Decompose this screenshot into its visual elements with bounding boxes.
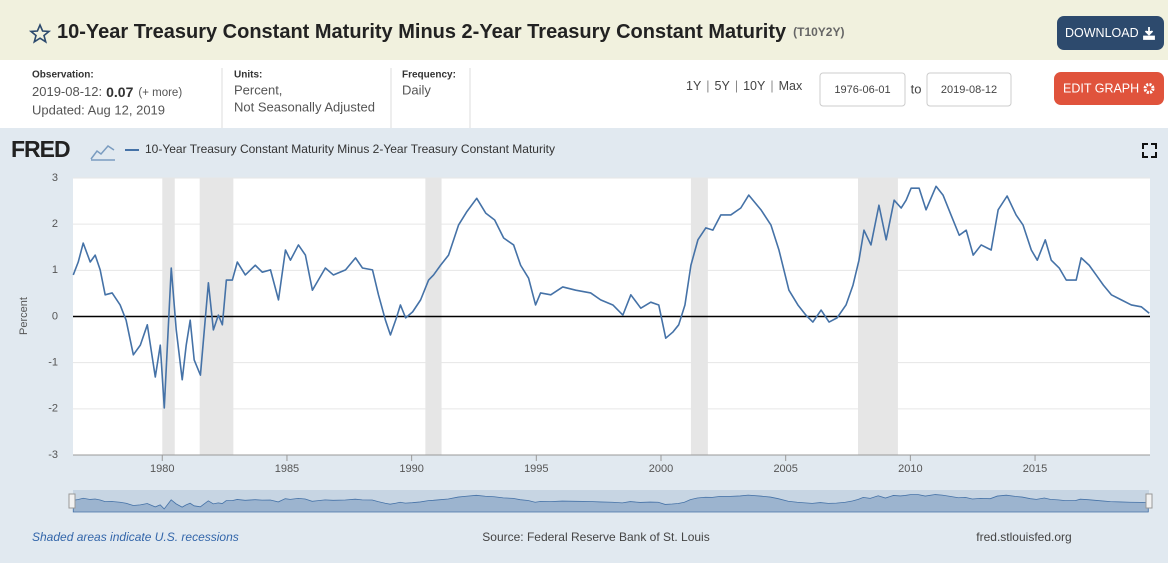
range-separator: | bbox=[706, 79, 709, 93]
observation-date: 2019-08-12: bbox=[32, 84, 102, 99]
navigator-handle[interactable] bbox=[1145, 493, 1153, 509]
more-link[interactable]: (+ more) bbox=[138, 87, 182, 99]
source: Source: Federal Reserve Bank of St. Loui… bbox=[482, 530, 709, 544]
edit-graph-label[interactable]: EDIT GRAPH bbox=[1063, 81, 1139, 95]
page-title: 10-Year Treasury Constant Maturity Minus… bbox=[57, 21, 844, 43]
edit-graph-button[interactable]: EDIT GRAPH bbox=[1054, 72, 1164, 105]
units-value: Not Seasonally Adjusted bbox=[234, 99, 375, 114]
y-axis-label: Percent bbox=[18, 297, 30, 335]
x-tick-label: 2000 bbox=[649, 463, 673, 475]
frequency-label: Frequency: bbox=[402, 70, 456, 81]
y-tick-label: 2 bbox=[52, 218, 58, 230]
navigator-area bbox=[72, 494, 1149, 513]
range-button[interactable]: 10Y bbox=[743, 79, 766, 93]
y-tick-label: -3 bbox=[48, 449, 58, 461]
x-tick-label: 1995 bbox=[524, 463, 548, 475]
gear-icon bbox=[1143, 83, 1155, 94]
range-button[interactable]: Max bbox=[779, 79, 803, 93]
range-separator: | bbox=[735, 79, 738, 93]
plot: -3 -2 -1 0 1 2 3 1980 1985 1990 1995 2000 2005 2010 20… bbox=[48, 172, 1150, 475]
range-separator: | bbox=[770, 79, 773, 93]
updated-date: Updated: Aug 12, 2019 bbox=[32, 102, 165, 117]
x-tick-label: 1990 bbox=[399, 463, 423, 475]
series-id: (T10Y2Y) bbox=[793, 25, 844, 39]
range-button[interactable]: 1Y bbox=[686, 79, 702, 93]
edit-graph-bg[interactable] bbox=[1054, 72, 1164, 105]
site: fred.stlouisfed.org bbox=[976, 530, 1071, 544]
frequency-value: Daily bbox=[402, 82, 431, 97]
download-button[interactable]: DOWNLOAD bbox=[1057, 16, 1164, 50]
logo-icon bbox=[90, 145, 115, 161]
date-to[interactable]: 2019-08-12 bbox=[941, 84, 997, 96]
observation-value: 0.07 bbox=[106, 84, 133, 100]
date-to-label: to bbox=[911, 81, 922, 96]
units-label: Units: bbox=[234, 70, 262, 81]
download-label[interactable]: DOWNLOAD bbox=[1065, 26, 1139, 40]
x-tick-label: 2005 bbox=[773, 463, 797, 475]
navigator-handle[interactable] bbox=[68, 493, 76, 509]
date-to-input[interactable] bbox=[926, 72, 1012, 107]
recession-note[interactable]: Shaded areas indicate U.S. recessions bbox=[32, 530, 239, 544]
download-icon bbox=[1143, 27, 1155, 40]
range-button[interactable]: 5Y bbox=[715, 79, 731, 93]
navigator bbox=[72, 494, 1149, 513]
fred-logo: FRED bbox=[11, 136, 70, 162]
series-line bbox=[72, 185, 1150, 409]
x-tick-label: 1985 bbox=[275, 463, 299, 475]
title-text: 10-Year Treasury Constant Maturity Minus… bbox=[57, 21, 787, 43]
x-tick-label: 2015 bbox=[1023, 463, 1047, 475]
legend-label: 10-Year Treasury Constant Maturity Minus… bbox=[145, 142, 555, 156]
download-bg[interactable] bbox=[1057, 16, 1164, 50]
date-from[interactable]: 1976-06-01 bbox=[834, 84, 890, 96]
y-tick-label: 0 bbox=[52, 310, 58, 322]
range-buttons: 1Y | 5Y | 10Y | Max bbox=[686, 79, 803, 93]
y-tick-label: 1 bbox=[52, 264, 58, 276]
y-tick-label: 3 bbox=[52, 172, 58, 184]
observation-label: Observation: bbox=[32, 70, 94, 81]
y-tick-label: -1 bbox=[48, 357, 58, 369]
x-tick-label: 2010 bbox=[898, 463, 922, 475]
fullscreen-icon[interactable] bbox=[1142, 143, 1157, 158]
units-value: Percent, bbox=[234, 82, 282, 97]
range-links: 1Y | 5Y | 10Y | Max bbox=[686, 79, 803, 93]
date-from-input[interactable] bbox=[819, 72, 906, 107]
header-band bbox=[0, 0, 1168, 60]
favorite-star[interactable] bbox=[28, 22, 52, 44]
observation: 2019-08-12: 0.07 (+ more) bbox=[32, 84, 182, 100]
x-tick-label: 1980 bbox=[150, 463, 174, 475]
y-tick-label: -2 bbox=[48, 403, 58, 415]
